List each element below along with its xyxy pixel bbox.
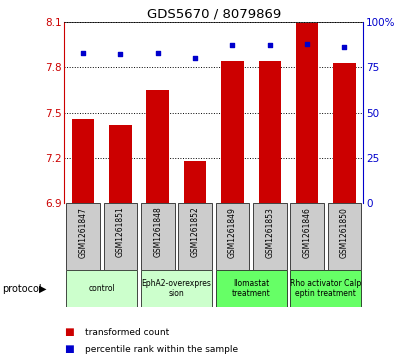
Bar xyxy=(146,90,169,203)
Point xyxy=(229,42,236,48)
Point xyxy=(304,41,310,46)
Text: GSM1261851: GSM1261851 xyxy=(116,207,125,257)
Text: GSM1261852: GSM1261852 xyxy=(190,207,200,257)
Text: GSM1261846: GSM1261846 xyxy=(303,207,312,257)
Text: Ilomastat
treatment: Ilomastat treatment xyxy=(232,279,271,298)
Text: transformed count: transformed count xyxy=(85,328,169,337)
Bar xyxy=(109,125,132,203)
Text: percentile rank within the sample: percentile rank within the sample xyxy=(85,345,238,354)
Point xyxy=(154,50,161,56)
Text: control: control xyxy=(88,284,115,293)
FancyBboxPatch shape xyxy=(216,203,249,270)
Title: GDS5670 / 8079869: GDS5670 / 8079869 xyxy=(146,8,281,21)
Point xyxy=(341,44,348,50)
Point xyxy=(266,42,273,48)
Bar xyxy=(296,23,318,203)
Text: GSM1261848: GSM1261848 xyxy=(153,207,162,257)
Text: ■: ■ xyxy=(64,327,74,337)
Point xyxy=(80,50,86,56)
Text: protocol: protocol xyxy=(2,284,42,294)
Text: GSM1261853: GSM1261853 xyxy=(265,207,274,257)
Text: ▶: ▶ xyxy=(39,284,47,294)
FancyBboxPatch shape xyxy=(178,203,212,270)
FancyBboxPatch shape xyxy=(141,203,175,270)
FancyBboxPatch shape xyxy=(141,270,212,307)
FancyBboxPatch shape xyxy=(104,203,137,270)
Text: ■: ■ xyxy=(64,344,74,354)
FancyBboxPatch shape xyxy=(216,270,287,307)
Bar xyxy=(259,61,281,203)
FancyBboxPatch shape xyxy=(328,203,361,270)
Bar xyxy=(333,62,356,203)
FancyBboxPatch shape xyxy=(253,203,287,270)
FancyBboxPatch shape xyxy=(66,203,100,270)
Bar xyxy=(184,161,206,203)
Text: GSM1261847: GSM1261847 xyxy=(78,207,88,257)
FancyBboxPatch shape xyxy=(290,203,324,270)
Point xyxy=(192,55,198,61)
Text: Rho activator Calp
eptin treatment: Rho activator Calp eptin treatment xyxy=(290,279,361,298)
FancyBboxPatch shape xyxy=(290,270,361,307)
Text: EphA2-overexpres
sion: EphA2-overexpres sion xyxy=(142,279,211,298)
Text: GSM1261849: GSM1261849 xyxy=(228,207,237,257)
Bar xyxy=(221,61,244,203)
Bar xyxy=(72,119,94,203)
Text: GSM1261850: GSM1261850 xyxy=(340,207,349,257)
FancyBboxPatch shape xyxy=(66,270,137,307)
Point xyxy=(117,52,124,57)
